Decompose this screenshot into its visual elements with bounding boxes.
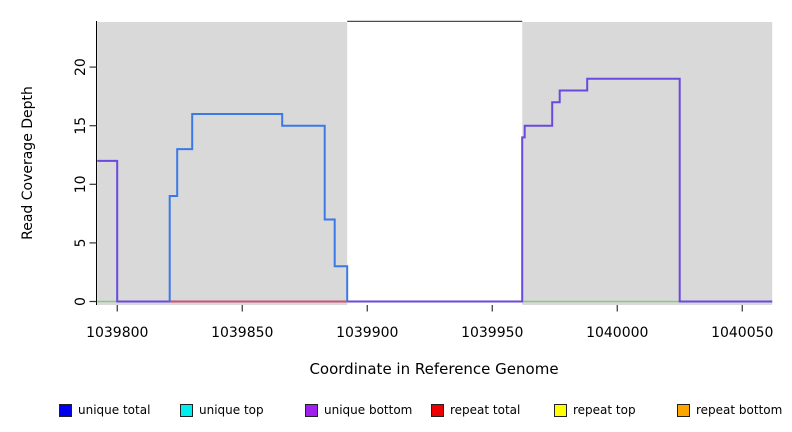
legend-label: repeat total: [450, 403, 521, 417]
legend-item-unique-total: unique total: [59, 399, 150, 421]
legend-swatch-icon: [180, 403, 193, 417]
y-tick-label: 0: [73, 297, 89, 306]
chart-legend: unique total unique top unique bottom repea…: [0, 399, 792, 423]
y-tick-label: 10: [73, 175, 89, 193]
legend-label: unique total: [78, 403, 151, 417]
x-tick-label: 1039900: [336, 325, 398, 341]
axes-layer: 1039800 1039850 1039900 1039950 1040000 10400…: [73, 21, 773, 341]
x-tick-label: 1040050: [711, 325, 773, 341]
x-tick-label: 1040000: [586, 325, 648, 341]
y-tick-label: 20: [73, 58, 89, 76]
series-line-unique-total: [168, 113, 349, 302]
legend-label: repeat top: [573, 403, 636, 417]
coverage-plot-canvas: 1039800 1039850 1039900 1039950 1040000 10400…: [20, 20, 773, 378]
legend-item-unique-top: unique top: [180, 399, 264, 421]
repeat-region-right: [522, 22, 773, 305]
y-axis-title: Read Coverage Depth: [20, 86, 36, 240]
legend-label: unique bottom: [324, 403, 413, 417]
legend-label: repeat bottom: [696, 403, 783, 417]
legend-swatch-icon: [431, 403, 444, 417]
legend-swatch-icon: [554, 403, 567, 417]
legend-label: unique top: [199, 403, 264, 417]
legend-swatch-icon: [59, 403, 72, 417]
y-tick-label: 15: [73, 117, 89, 135]
legend-item-unique-bottom: unique bottom: [305, 399, 412, 421]
legend-swatch-icon: [305, 403, 318, 417]
x-tick-label: 1039850: [211, 325, 273, 341]
legend-item-repeat-total: repeat total: [431, 399, 520, 421]
legend-item-repeat-top: repeat top: [554, 399, 636, 421]
x-tick-label: 1039950: [461, 325, 523, 341]
x-axis-title: Coordinate in Reference Genome: [309, 360, 558, 378]
series-lines-layer: [97, 77, 773, 303]
legend-swatch-icon: [677, 403, 690, 417]
y-tick-label: 5: [73, 238, 89, 247]
shaded-regions-layer: [97, 22, 773, 305]
legend-item-repeat-bottom: repeat bottom: [677, 399, 782, 421]
x-tick-label: 1039800: [86, 325, 148, 341]
repeat-region-left: [97, 22, 348, 305]
